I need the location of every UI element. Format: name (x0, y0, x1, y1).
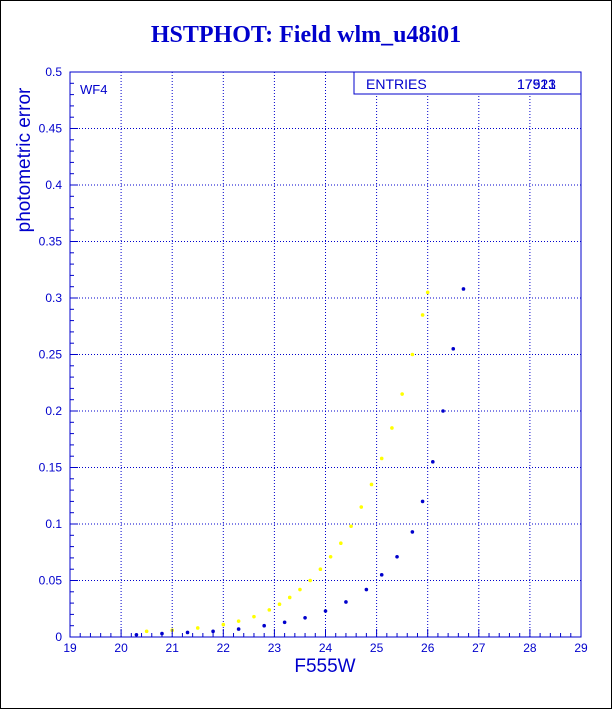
scatter-points (134, 287, 466, 637)
data-point (318, 567, 323, 571)
y-tick-label: 0.25 (39, 348, 63, 362)
data-point (236, 627, 241, 631)
y-tick-label: 0 (55, 630, 62, 644)
x-tick-label: 19 (63, 641, 77, 655)
data-point (303, 615, 307, 620)
x-tick-label: 27 (472, 641, 486, 655)
x-tick-label: 20 (114, 641, 128, 655)
data-point (344, 600, 348, 604)
data-point (298, 587, 302, 592)
data-point (236, 619, 241, 623)
x-tick-label: 25 (370, 641, 384, 655)
data-point (420, 313, 425, 317)
data-point (328, 554, 333, 559)
data-point (267, 608, 272, 612)
data-point (441, 409, 445, 413)
data-point (185, 630, 190, 635)
y-tick-label: 0.2 (45, 404, 62, 418)
data-point (420, 499, 425, 504)
data-point (451, 347, 456, 351)
stats-entries-value-1: 17921 (517, 76, 556, 92)
y-tick-label: 0.1 (45, 517, 62, 531)
stats-box: ENTRIES 17921 17513 (353, 71, 582, 95)
y-tick-label: 0.15 (39, 461, 63, 475)
x-tick-label: 23 (268, 641, 282, 655)
data-point (262, 623, 266, 628)
scatter-series-2 (134, 287, 466, 637)
x-tick-label: 28 (523, 641, 537, 655)
y-tick-label: 0.4 (45, 178, 62, 192)
x-tick-label: 22 (217, 641, 231, 655)
data-point (364, 587, 369, 592)
y-axis-title: photometric error (14, 87, 35, 232)
stats-entries-value-2: 17513 (517, 76, 556, 92)
y-tick-label: 0.45 (39, 122, 63, 136)
panel-label: WF4 (80, 82, 107, 97)
y-tick-labels: 0 0.05 0.1 0.15 0.2 0.25 0.3 0.35 0.4 0.45 0.5 (39, 65, 63, 644)
data-point (390, 426, 394, 430)
data-point (369, 482, 374, 487)
data-point (195, 626, 200, 630)
data-point (461, 287, 466, 291)
data-point (221, 622, 226, 627)
stats-box-frame (353, 71, 582, 95)
data-point (323, 609, 328, 613)
stats-entries-label: ENTRIES (366, 76, 427, 92)
data-point (395, 554, 399, 559)
data-point (410, 530, 415, 534)
x-tick-label: 24 (319, 641, 333, 655)
data-point (379, 456, 384, 461)
data-point (144, 629, 149, 634)
y-tick-label: 0.05 (39, 574, 63, 588)
y-tick-label: 0.3 (45, 291, 62, 305)
data-point (359, 505, 364, 509)
x-tick-label: 21 (166, 641, 180, 655)
scatter-series-1 (144, 290, 430, 634)
x-tick-label: 26 (421, 641, 435, 655)
data-point (211, 629, 215, 634)
grid (70, 72, 581, 637)
data-point (134, 632, 139, 637)
chart-title: HSTPHOT: Field wlm_u48i01 (150, 22, 462, 48)
data-point (379, 573, 384, 577)
data-point (277, 602, 282, 607)
data-point (400, 392, 404, 396)
data-point (287, 595, 292, 600)
x-tick-label: 29 (574, 641, 588, 655)
data-point (410, 352, 415, 357)
x-tick-labels: 19 20 21 22 23 24 25 26 27 28 29 (63, 641, 588, 655)
data-point (431, 460, 435, 464)
data-point (308, 578, 312, 583)
data-point (282, 620, 287, 625)
y-tick-label: 0.5 (45, 65, 62, 79)
data-point (425, 290, 430, 295)
data-point (339, 541, 343, 546)
axis-ticks (69, 71, 582, 638)
y-tick-label: 0.35 (39, 235, 63, 249)
data-point (252, 614, 256, 619)
data-point (349, 524, 353, 529)
x-axis-title: F555W (294, 656, 355, 677)
